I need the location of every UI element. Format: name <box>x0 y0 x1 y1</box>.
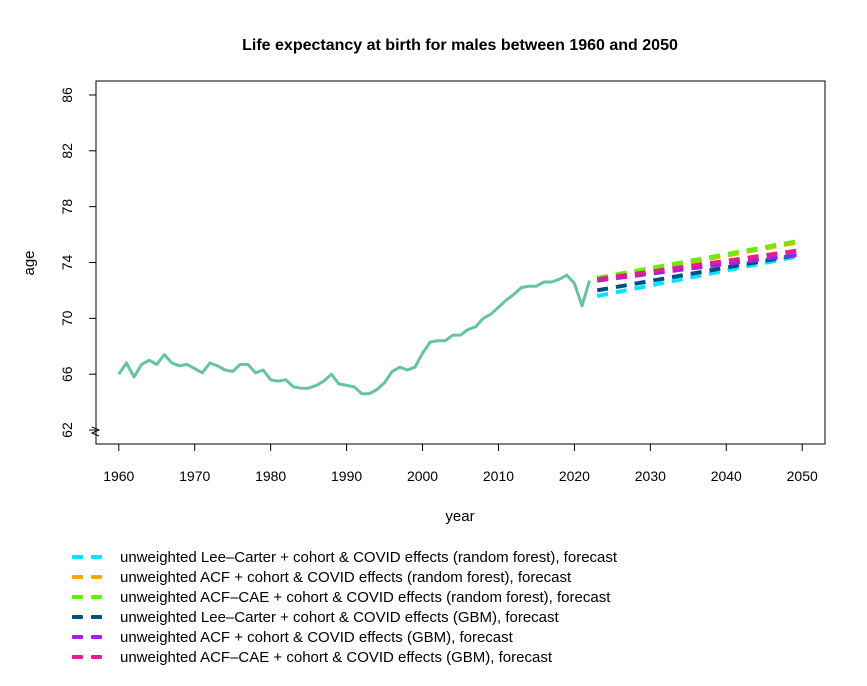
legend-label: unweighted Lee–Carter + cohort & COVID e… <box>120 548 618 566</box>
forecast-series-line-3 <box>596 238 803 280</box>
observed-series-line <box>117 273 592 396</box>
legend-label: unweighted ACF–CAE + cohort & COVID effe… <box>120 648 552 666</box>
legend-item: unweighted ACF–CAE + cohort & COVID effe… <box>70 647 617 667</box>
y-tick-label: 74 <box>59 255 75 271</box>
y-tick-label: 86 <box>59 87 75 103</box>
x-tick-label: 2050 <box>787 468 818 484</box>
chart-title: Life expectancy at birth for males betwe… <box>242 37 678 54</box>
y-tick-label: 82 <box>59 143 75 159</box>
x-tick-label: 1980 <box>255 468 286 484</box>
legend-swatch <box>70 555 104 559</box>
legend-item: unweighted ACF + cohort & COVID effects … <box>70 627 617 647</box>
legend-item: unweighted Lee–Carter + cohort & COVID e… <box>70 547 617 567</box>
legend-swatch <box>70 595 104 599</box>
y-tick-label: 70 <box>59 310 75 326</box>
legend-swatch <box>70 655 104 659</box>
forecast-series-line-5 <box>596 252 803 283</box>
x-tick-label: 2040 <box>711 468 742 484</box>
x-axis-label: year <box>445 508 474 525</box>
y-axis: 62 66 70 74 78 82 86 <box>59 87 101 438</box>
series-layer <box>117 238 803 396</box>
legend-label: unweighted ACF + cohort & COVID effects … <box>120 568 572 586</box>
y-tick-label: 62 <box>59 422 75 438</box>
y-tick-label: 78 <box>59 199 75 215</box>
legend-label: unweighted ACF–CAE + cohort & COVID effe… <box>120 588 611 606</box>
forecast-series-line-6 <box>596 247 803 282</box>
x-tick-label: 2000 <box>407 468 438 484</box>
x-tick-label: 2020 <box>559 468 590 484</box>
y-axis-break <box>90 426 101 437</box>
y-axis-label: age <box>21 250 38 275</box>
legend-label: unweighted ACF + cohort & COVID effects … <box>120 628 513 646</box>
legend-swatch <box>70 575 104 579</box>
forecast-series-line-1 <box>596 253 803 298</box>
legend-item: unweighted ACF + cohort & COVID effects … <box>70 567 617 587</box>
x-tick-label: 1970 <box>179 468 210 484</box>
legend-item: unweighted ACF–CAE + cohort & COVID effe… <box>70 587 617 607</box>
x-tick-label: 2010 <box>483 468 514 484</box>
y-tick-label: 66 <box>59 366 75 382</box>
legend-swatch <box>70 635 104 639</box>
legend-swatch <box>70 615 104 619</box>
x-tick-label: 1960 <box>103 468 134 484</box>
x-tick-label: 1990 <box>331 468 362 484</box>
legend: unweighted Lee–Carter + cohort & COVID e… <box>70 547 617 667</box>
x-tick-label: 2030 <box>635 468 666 484</box>
legend-label: unweighted Lee–Carter + cohort & COVID e… <box>120 608 559 626</box>
x-axis: 1960 1970 1980 1990 2000 2010 2020 2030 2040 2050 <box>103 444 818 484</box>
legend-item: unweighted Lee–Carter + cohort & COVID e… <box>70 607 617 627</box>
